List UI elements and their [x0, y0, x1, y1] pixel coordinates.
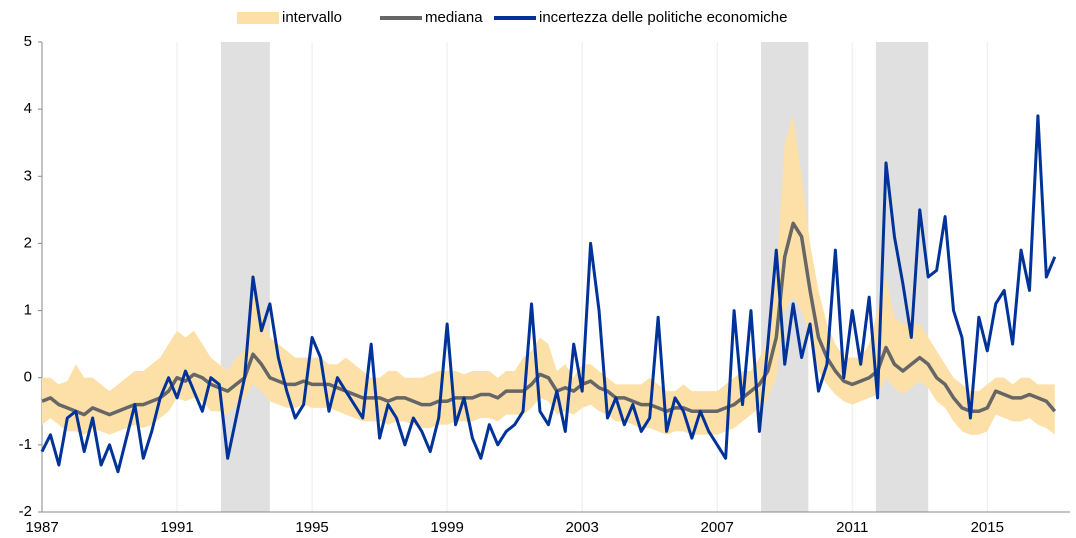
x-tick-label: 1991 — [160, 519, 193, 536]
line — [41, 221, 1057, 417]
x-tick-label: 2003 — [565, 519, 598, 536]
shaded-period — [220, 42, 270, 512]
legend-label: mediana — [425, 9, 483, 26]
range-area — [42, 115, 1055, 435]
y-tick-label: 3 — [24, 167, 32, 184]
legend-swatch — [237, 12, 279, 24]
y-tick-label: -2 — [19, 503, 32, 520]
x-tick-label: 1987 — [25, 519, 58, 536]
x-tick-label: 2015 — [971, 519, 1004, 536]
legend-label: incertezza delle politiche economiche — [539, 9, 787, 26]
y-tick-label: 4 — [24, 100, 32, 117]
y-tick-label: -1 — [19, 436, 32, 453]
y-tick-label: 2 — [24, 234, 32, 251]
y-tick-label: 0 — [24, 369, 32, 386]
y-tick-label: 5 — [24, 33, 32, 50]
x-tick-label: 2011 — [836, 519, 868, 536]
legend-label: intervallo — [282, 9, 342, 26]
line — [40, 114, 1057, 474]
y-tick-label: 1 — [24, 302, 32, 319]
x-tick-label: 2007 — [701, 519, 734, 536]
x-tick-label: 1999 — [430, 519, 463, 536]
x-tick-label: 1995 — [295, 519, 328, 536]
